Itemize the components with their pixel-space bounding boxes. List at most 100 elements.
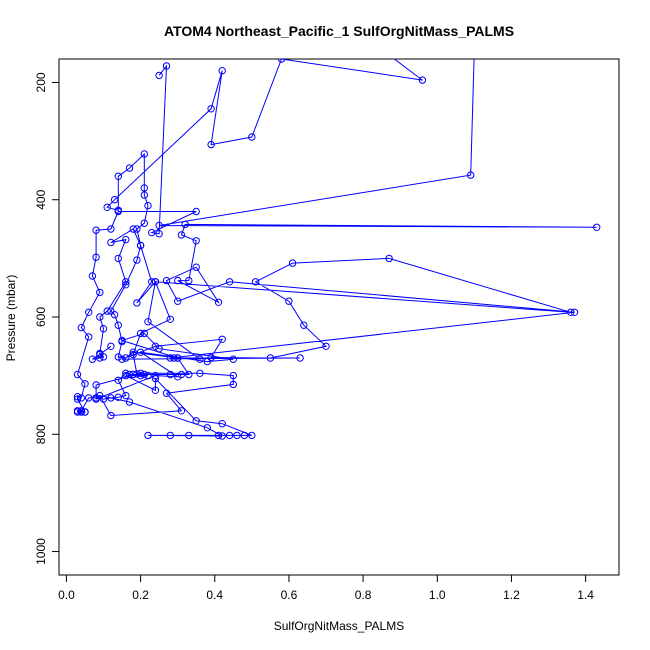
plot-layer bbox=[73, 44, 601, 440]
data-point bbox=[136, 371, 145, 380]
data-point bbox=[122, 235, 130, 244]
data-point bbox=[122, 391, 130, 400]
data-point bbox=[277, 59, 286, 63]
data-point bbox=[85, 394, 93, 402]
data-point bbox=[85, 333, 93, 341]
data-point bbox=[77, 394, 86, 402]
data-point bbox=[207, 140, 215, 149]
data-point bbox=[151, 386, 160, 394]
data-point bbox=[300, 321, 308, 329]
data-point bbox=[218, 420, 226, 428]
data-point bbox=[203, 424, 212, 432]
data-point bbox=[122, 278, 130, 286]
data-point bbox=[81, 408, 89, 416]
data-point bbox=[570, 308, 579, 316]
data-point bbox=[214, 298, 223, 306]
data-point bbox=[151, 374, 160, 383]
data-point bbox=[155, 345, 163, 353]
data-point bbox=[185, 431, 193, 440]
series-line bbox=[76, 59, 597, 437]
data-point bbox=[233, 431, 241, 440]
data-point bbox=[288, 259, 297, 267]
chart-title: ATOM4 Northeast_Pacific_1 SulfOrgNitMass… bbox=[164, 23, 514, 39]
data-point bbox=[107, 411, 115, 420]
data-point bbox=[151, 278, 160, 286]
data-point bbox=[122, 281, 130, 289]
data-point bbox=[266, 354, 275, 362]
data-point bbox=[248, 133, 256, 141]
data-point bbox=[285, 297, 293, 305]
data-point bbox=[593, 223, 601, 232]
data-point bbox=[218, 432, 226, 440]
data-point bbox=[114, 321, 123, 329]
data-point bbox=[140, 191, 149, 199]
y-tick-label: 200 bbox=[34, 72, 48, 92]
data-point bbox=[107, 238, 115, 247]
data-point bbox=[467, 171, 475, 179]
data-point bbox=[225, 278, 234, 286]
data-point bbox=[85, 308, 93, 316]
data-point bbox=[162, 62, 171, 70]
data-point bbox=[166, 315, 175, 323]
x-tick-label: 0.0 bbox=[58, 588, 75, 602]
data-point bbox=[73, 393, 82, 401]
data-point bbox=[240, 431, 249, 440]
data-point bbox=[166, 354, 175, 362]
data-point bbox=[73, 370, 82, 379]
data-point bbox=[155, 71, 163, 80]
data-point bbox=[140, 150, 149, 158]
data-point bbox=[192, 417, 200, 425]
data-point bbox=[174, 373, 182, 381]
data-point bbox=[148, 278, 156, 286]
data-point bbox=[118, 336, 126, 345]
data-point bbox=[170, 354, 178, 362]
data-point bbox=[218, 335, 226, 343]
data-point bbox=[77, 407, 86, 415]
data-point bbox=[296, 354, 304, 362]
data-point bbox=[140, 329, 149, 338]
data-point bbox=[166, 431, 175, 440]
data-point bbox=[81, 380, 89, 388]
x-tick-label: 1.4 bbox=[577, 588, 594, 602]
data-point bbox=[148, 228, 156, 237]
data-point bbox=[114, 172, 123, 181]
data-point bbox=[122, 371, 130, 380]
data-point bbox=[151, 342, 160, 350]
data-point bbox=[229, 371, 238, 380]
data-point bbox=[73, 408, 82, 416]
y-axis-label: Pressure (mbar) bbox=[4, 275, 18, 362]
data-point bbox=[133, 299, 141, 307]
data-point bbox=[107, 342, 115, 350]
data-point bbox=[196, 369, 204, 377]
data-point bbox=[96, 354, 104, 362]
y-tick-label: 400 bbox=[34, 189, 48, 209]
data-point bbox=[174, 297, 182, 305]
data-point bbox=[471, 44, 477, 50]
data-point bbox=[107, 394, 115, 402]
data-point bbox=[136, 369, 145, 377]
data-point bbox=[567, 308, 575, 316]
x-tick-label: 0.6 bbox=[281, 588, 298, 602]
data-point bbox=[177, 370, 186, 379]
x-axis: 0.0 0.2 0.4 0.6 0.8 1.0 1.2 1.4 bbox=[58, 574, 594, 602]
data-point bbox=[248, 431, 256, 440]
data-point bbox=[103, 203, 111, 212]
data-point bbox=[207, 105, 215, 113]
data-point bbox=[73, 395, 82, 403]
data-point bbox=[92, 381, 100, 389]
data-point bbox=[181, 220, 189, 229]
data-point bbox=[107, 307, 115, 315]
data-point bbox=[133, 370, 141, 378]
data-point bbox=[103, 307, 111, 315]
data-point bbox=[192, 237, 200, 245]
y-tick-label: 800 bbox=[34, 424, 48, 444]
data-point bbox=[129, 225, 137, 233]
data-point bbox=[125, 398, 134, 406]
data-point bbox=[155, 221, 163, 230]
y-tick-label: 1000 bbox=[34, 538, 48, 565]
y-tick-label: 600 bbox=[34, 307, 48, 327]
data-point bbox=[96, 391, 104, 400]
x-axis-label: SulfOrgNitMass_PALMS bbox=[274, 619, 404, 633]
data-point bbox=[96, 288, 104, 297]
data-point bbox=[166, 370, 175, 379]
